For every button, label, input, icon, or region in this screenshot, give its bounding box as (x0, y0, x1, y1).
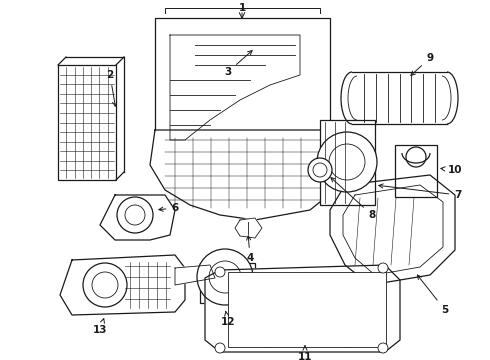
Bar (58, 65, 116, 180)
Circle shape (117, 197, 153, 233)
Polygon shape (100, 195, 175, 240)
Text: 6: 6 (159, 203, 179, 213)
Circle shape (215, 267, 225, 277)
Text: 8: 8 (331, 177, 376, 220)
Circle shape (215, 343, 225, 353)
Circle shape (378, 343, 388, 353)
Circle shape (313, 163, 327, 177)
Text: 12: 12 (221, 311, 235, 327)
Circle shape (125, 205, 145, 225)
Bar (200, 263, 255, 303)
Polygon shape (175, 265, 215, 285)
Circle shape (329, 144, 365, 180)
Bar (320, 120, 375, 205)
Circle shape (406, 147, 426, 167)
Bar (155, 18, 330, 163)
Text: 13: 13 (93, 319, 107, 335)
Text: 1: 1 (238, 3, 245, 13)
Text: 3: 3 (224, 50, 252, 77)
Text: 2: 2 (106, 70, 117, 106)
Polygon shape (205, 265, 400, 352)
Text: 11: 11 (298, 346, 312, 360)
Polygon shape (60, 255, 185, 315)
Circle shape (83, 263, 127, 307)
Circle shape (243, 287, 293, 337)
Text: 10: 10 (441, 165, 462, 175)
Circle shape (323, 287, 373, 337)
Polygon shape (150, 130, 340, 220)
Text: 7: 7 (379, 184, 462, 200)
Circle shape (92, 272, 118, 298)
Bar (228, 272, 386, 347)
Circle shape (313, 277, 383, 347)
Text: 5: 5 (417, 275, 449, 315)
Circle shape (308, 158, 332, 182)
Circle shape (197, 249, 253, 305)
Circle shape (233, 277, 303, 347)
Polygon shape (170, 35, 300, 140)
Circle shape (378, 263, 388, 273)
Circle shape (209, 261, 241, 293)
Polygon shape (330, 175, 455, 285)
Polygon shape (235, 218, 262, 238)
Bar (395, 145, 437, 197)
Text: 4: 4 (246, 236, 254, 263)
Circle shape (317, 132, 377, 192)
Text: 9: 9 (411, 53, 434, 75)
